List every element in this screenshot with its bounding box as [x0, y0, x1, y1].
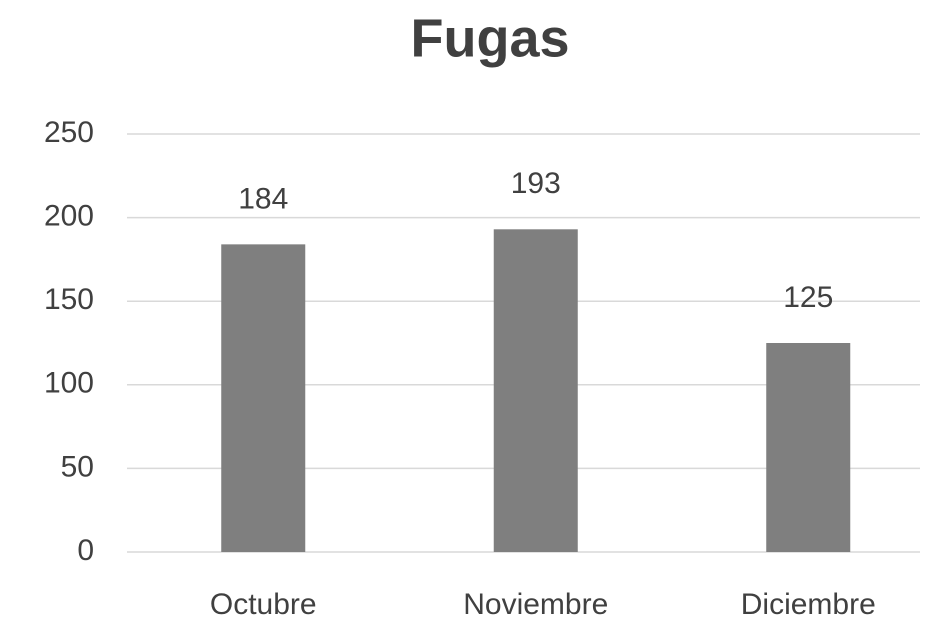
x-tick-label: Noviembre	[463, 588, 608, 621]
bar	[221, 244, 306, 553]
x-tick-label: Diciembre	[741, 588, 876, 621]
y-tick-label: 100	[44, 367, 94, 400]
bar	[493, 229, 578, 552]
data-label: 125	[783, 281, 833, 314]
x-tick-label: Octubre	[210, 588, 317, 621]
chart-title: Fugas	[410, 8, 569, 68]
y-tick-label: 50	[61, 450, 94, 483]
data-label: 193	[511, 167, 561, 200]
y-tick-label: 250	[44, 116, 94, 149]
y-tick-label: 150	[44, 283, 94, 316]
y-tick-label: 200	[44, 200, 94, 233]
bar	[766, 343, 851, 552]
data-label: 184	[238, 182, 288, 215]
y-tick-label: 0	[77, 534, 94, 567]
